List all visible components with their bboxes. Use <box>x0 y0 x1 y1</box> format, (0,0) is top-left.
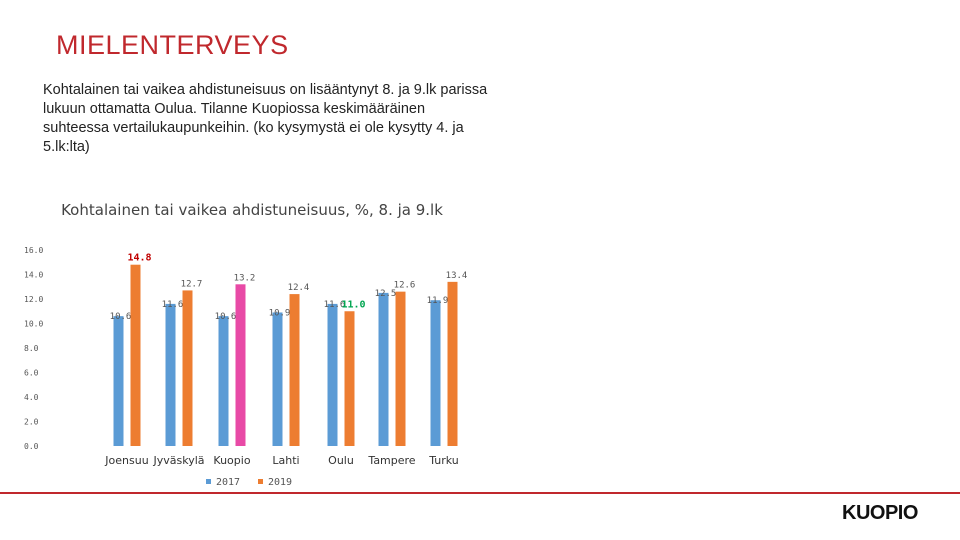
data-label: 12.5 <box>375 289 397 299</box>
bar-2017-kuopio <box>218 316 229 446</box>
bar-2019-jyväskylä <box>182 290 193 446</box>
y-tick-label: 10.0 <box>24 320 43 329</box>
y-tick-label: 16.0 <box>24 246 43 255</box>
category-label-tampere: Tampere <box>367 454 415 467</box>
bar-2017-jyväskylä <box>165 303 176 446</box>
legend-label-2017: 2017 <box>216 477 240 488</box>
legend-swatch-2017 <box>206 479 211 484</box>
bar-2017-lahti <box>272 312 283 446</box>
footer-divider <box>0 492 960 494</box>
bar-2017-turku <box>430 300 441 446</box>
category-label-oulu: Oulu <box>328 454 354 467</box>
category-label-kuopio: Kuopio <box>213 454 250 467</box>
y-tick-label: 14.0 <box>24 271 43 280</box>
data-label: 11.6 <box>162 300 184 310</box>
y-tick-label: 4.0 <box>24 393 39 402</box>
data-label: 10.6 <box>110 312 132 322</box>
bar-2019-kuopio <box>235 284 246 446</box>
bar-2019-lahti <box>289 294 300 446</box>
data-label: 11.0 <box>341 299 365 310</box>
data-label: 12.7 <box>181 279 203 289</box>
category-label-joensuu: Joensuu <box>104 454 148 467</box>
data-label: 12.4 <box>288 283 310 293</box>
category-label-lahti: Lahti <box>272 454 299 467</box>
chart-title: Kohtalainen tai vaikea ahdistuneisuus, %… <box>61 201 443 219</box>
bar-2019-oulu <box>344 311 355 446</box>
bar-2017-tampere <box>378 292 389 446</box>
bar-2017-joensuu <box>113 316 124 446</box>
y-tick-label: 2.0 <box>24 418 39 427</box>
category-label-turku: Turku <box>428 454 459 467</box>
data-label: 10.9 <box>269 308 291 318</box>
bar-2017-oulu <box>327 303 338 446</box>
y-tick-label: 8.0 <box>24 344 39 353</box>
data-label: 11.6 <box>324 300 346 310</box>
data-label: 13.2 <box>234 273 256 283</box>
legend-swatch-2019 <box>258 479 263 484</box>
data-label: 13.4 <box>446 271 468 281</box>
data-label: 14.8 <box>127 253 151 264</box>
y-tick-label: 0.0 <box>24 442 39 451</box>
data-label: 12.6 <box>394 281 416 291</box>
kuopio-logo: KUOPIO <box>842 502 918 524</box>
bar-2019-tampere <box>395 291 406 446</box>
legend-label-2019: 2019 <box>268 477 292 488</box>
bar-2019-joensuu <box>130 264 141 446</box>
data-label: 10.6 <box>215 312 237 322</box>
bar-2019-turku <box>447 281 458 446</box>
category-label-jyväskylä: Jyväskylä <box>152 454 204 467</box>
slide-title: MIELENTERVEYS <box>56 30 289 60</box>
data-label: 11.9 <box>427 296 449 306</box>
y-tick-label: 6.0 <box>24 369 39 378</box>
slide-body-text: Kohtalainen tai vaikea ahdistuneisuus on… <box>43 82 488 155</box>
y-tick-label: 12.0 <box>24 295 43 304</box>
